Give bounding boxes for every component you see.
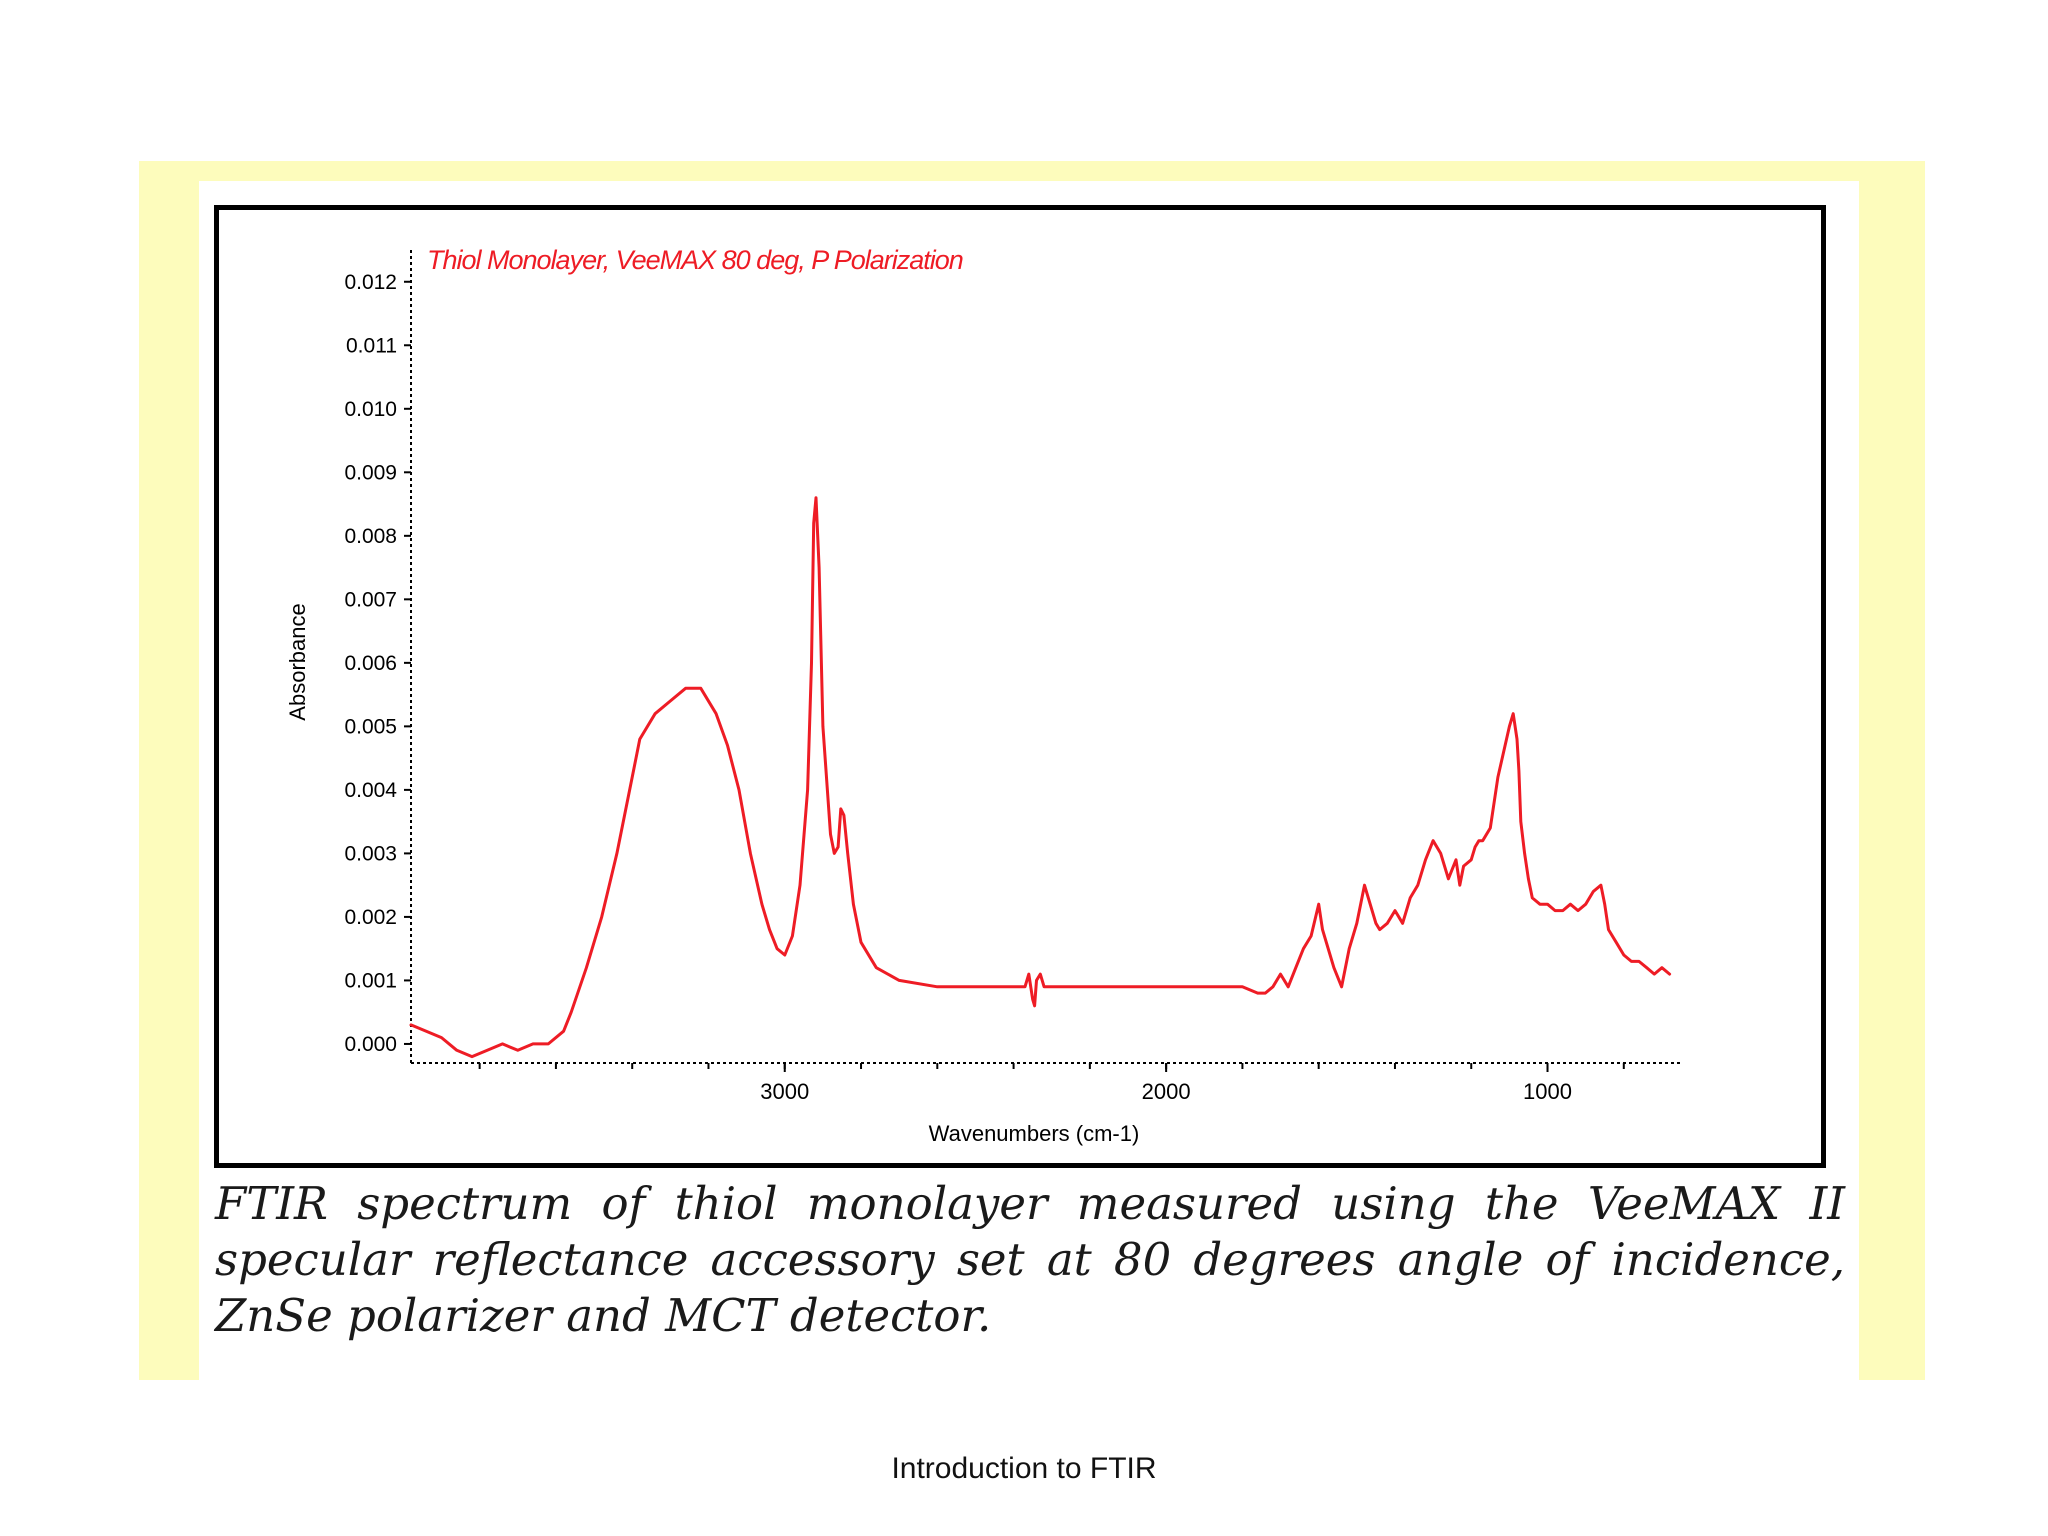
y-tick-label: 0.001 <box>344 969 397 992</box>
y-axis-label: Absorbance <box>285 603 310 720</box>
y-tick-label: 0.003 <box>344 842 397 865</box>
chart-box: 0.000 0.001 0.002 0.003 0.004 0.005 0.006 0.007… <box>214 205 1826 1168</box>
x-tick-label: 2000 <box>1142 1079 1191 1104</box>
y-tick-label: 0.010 <box>344 398 397 421</box>
y-tick-label: 0.004 <box>344 779 397 802</box>
y-tick-label: 0.000 <box>344 1033 397 1056</box>
figure-panel: 0.000 0.001 0.002 0.003 0.004 0.005 0.006 0.007… <box>199 181 1859 1380</box>
chart-title: Thiol Monolayer, VeeMAX 80 deg, P Polari… <box>427 245 963 275</box>
x-axis-label: Wavenumbers (cm-1) <box>929 1121 1140 1146</box>
y-tick-label: 0.009 <box>344 461 397 484</box>
spectrum-line <box>409 496 1672 1059</box>
y-tick-label: 0.002 <box>344 906 397 929</box>
figure-caption: FTIR spectrum of thiol monolayer measure… <box>215 1177 1845 1342</box>
y-tick-label: 0.007 <box>344 588 397 611</box>
y-tick-label: 0.006 <box>344 652 397 675</box>
y-tick-label: 0.008 <box>344 525 397 548</box>
figure-frame: 0.000 0.001 0.002 0.003 0.004 0.005 0.006 0.007… <box>139 161 1925 1380</box>
x-tick-label: 3000 <box>760 1079 809 1104</box>
y-tick-label: 0.012 <box>344 271 397 294</box>
x-tick-label: 1000 <box>1523 1079 1572 1104</box>
y-tick-label: 0.005 <box>344 715 397 738</box>
ftir-spectrum-chart: 0.000 0.001 0.002 0.003 0.004 0.005 0.006 0.007… <box>285 245 1681 1146</box>
y-tick-label: 0.011 <box>346 334 397 357</box>
slide-footer: Introduction to FTIR <box>891 1452 1157 1485</box>
